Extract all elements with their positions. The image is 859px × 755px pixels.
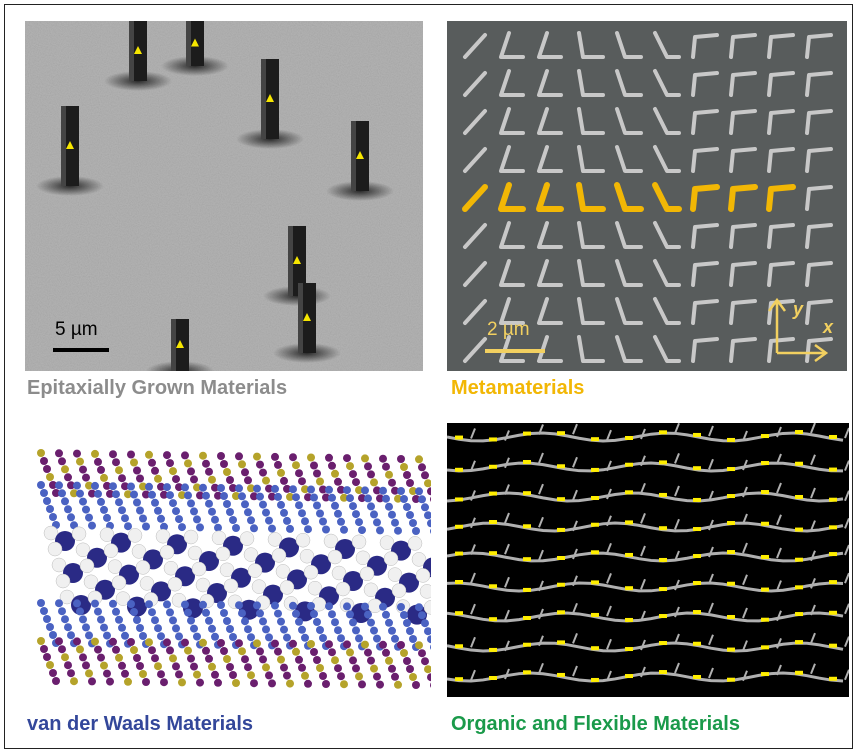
scale-bar-label: 5 µm: [55, 319, 98, 340]
metamaterial-sem-image: 2 µm y x: [447, 21, 847, 371]
axis-x-label: x: [823, 317, 834, 337]
van-der-waals-rendering: [21, 423, 431, 695]
caption-van-der-waals: van der Waals Materials: [27, 713, 254, 735]
caption-epitaxial: Epitaxially Grown Materials: [27, 377, 288, 399]
caption-organic: Organic and Flexible Materials: [451, 713, 740, 735]
epitaxial-sem-image: 5 µm: [25, 21, 423, 371]
figure-frame: 5 µm Epitaxially Grown Materials 2 µm y …: [4, 4, 853, 749]
axis-y-label: y: [793, 299, 804, 319]
organic-molecular-image: [447, 423, 849, 697]
scale-bar-label: 2 µm: [487, 319, 530, 340]
caption-metamaterials: Metamaterials: [451, 377, 585, 399]
